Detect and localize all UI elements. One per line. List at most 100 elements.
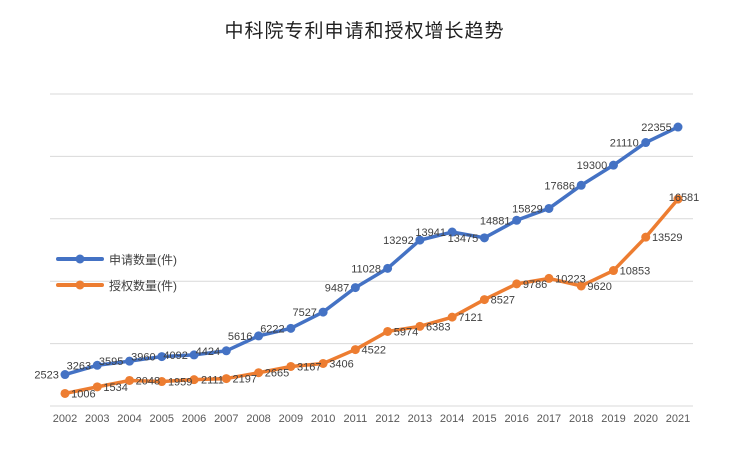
applications-point-2008 — [254, 331, 264, 341]
applications-point-2019 — [608, 160, 618, 170]
applications-point-2006 — [189, 350, 199, 360]
applications-label-2016: 14881 — [480, 215, 511, 227]
applications-point-2020 — [641, 138, 651, 148]
x-axis-label: 2014 — [440, 413, 464, 425]
applications-label-2013: 13292 — [383, 235, 414, 247]
grants-label-2013: 6383 — [426, 321, 450, 333]
x-axis-label: 2009 — [279, 413, 303, 425]
x-axis-label: 2010 — [311, 413, 335, 425]
applications-point-2018 — [576, 180, 586, 190]
applications-label-2002: 2523 — [34, 370, 58, 382]
applications-label-2009: 6222 — [260, 323, 284, 335]
x-axis-label: 2019 — [601, 413, 625, 425]
x-axis-label: 2021 — [666, 413, 690, 425]
legend-label-applications: 申请数量(件) — [109, 252, 177, 267]
x-axis-label: 2017 — [537, 413, 561, 425]
applications-label-2008: 5616 — [228, 331, 252, 343]
grants-point-2015 — [479, 295, 489, 305]
applications-label-2007: 4424 — [196, 346, 220, 358]
applications-point-2021 — [673, 122, 683, 132]
grants-point-2004 — [125, 375, 135, 385]
applications-label-2021: 22355 — [641, 122, 672, 134]
grants-point-2019 — [608, 266, 618, 276]
x-axis-label: 2004 — [117, 413, 141, 425]
applications-point-2010 — [318, 307, 328, 317]
applications-label-2020: 21110 — [610, 138, 639, 150]
grants-point-2007 — [221, 374, 231, 384]
grants-label-2005: 1959 — [168, 377, 192, 389]
applications-label-2017: 15829 — [512, 203, 543, 215]
grants-label-2012: 5974 — [394, 326, 418, 338]
legend-item-applications: 申请数量(件) — [56, 246, 177, 272]
grants-label-2003: 1534 — [103, 382, 127, 394]
grants-point-2002 — [60, 388, 70, 398]
grants-point-2021 — [673, 194, 683, 204]
x-axis-label: 2003 — [85, 413, 109, 425]
x-axis-label: 2018 — [569, 413, 593, 425]
x-axis-label: 2013 — [408, 413, 432, 425]
legend-label-grants: 授权数量(件) — [109, 278, 177, 293]
grants-label-2010: 3406 — [329, 358, 353, 370]
grants-point-2018 — [576, 281, 586, 291]
applications-label-2014: 13941 — [415, 227, 446, 239]
grants-label-2011: 4522 — [362, 345, 386, 357]
grants-label-2008: 2665 — [265, 368, 289, 380]
grants-point-2003 — [92, 382, 102, 392]
x-axis-label: 2006 — [182, 413, 206, 425]
grants-label-2015: 8527 — [491, 295, 515, 307]
grants-point-2012 — [383, 326, 393, 336]
applications-point-2007 — [221, 346, 231, 356]
applications-point-2005 — [157, 352, 167, 362]
grants-point-2008 — [254, 368, 264, 378]
applications-label-2019: 19300 — [577, 160, 608, 172]
grants-label-2020: 13529 — [652, 232, 683, 244]
applications-point-2004 — [125, 356, 135, 366]
applications-point-2011 — [350, 283, 360, 293]
grants-point-2005 — [157, 377, 167, 387]
grants-point-2016 — [512, 279, 522, 289]
applications-point-2015 — [479, 233, 489, 243]
grants-point-2020 — [641, 232, 651, 242]
grants-label-2017: 10223 — [555, 273, 586, 285]
x-axis-label: 2012 — [375, 413, 399, 425]
legend-item-grants: 授权数量(件) — [56, 272, 177, 298]
grants-point-2009 — [286, 361, 296, 371]
applications-point-2003 — [92, 360, 102, 370]
grants-point-2013 — [415, 321, 425, 331]
grants-label-2009: 3167 — [297, 361, 321, 373]
applications-point-2009 — [286, 323, 296, 333]
grants-label-2014: 7121 — [458, 312, 482, 324]
grants-point-2010 — [318, 358, 328, 368]
grants-label-2019: 10853 — [620, 266, 651, 278]
applications-label-2010: 7527 — [292, 307, 316, 319]
applications-line — [63, 125, 680, 377]
legend-line-grants-icon — [56, 280, 104, 290]
x-axis-label: 2015 — [472, 413, 496, 425]
applications-point-2016 — [512, 215, 522, 225]
applications-label-2011: 9487 — [325, 283, 349, 295]
grants-point-2014 — [447, 312, 457, 322]
applications-label-2012: 11028 — [351, 263, 381, 275]
x-axis-label: 2011 — [344, 413, 368, 425]
grants-label-2021: 16581 — [669, 192, 700, 204]
applications-point-2002 — [60, 370, 70, 380]
grants-point-2017 — [544, 273, 554, 283]
grants-label-2018: 9620 — [587, 281, 611, 293]
x-axis-label: 2020 — [633, 413, 657, 425]
grants-label-2007: 2197 — [232, 374, 256, 386]
applications-point-2014 — [447, 227, 457, 237]
applications-point-2017 — [544, 203, 554, 213]
grants-label-2016: 9786 — [523, 279, 547, 291]
applications-point-2012 — [383, 263, 393, 273]
x-axis-label: 2016 — [504, 413, 528, 425]
chart-title: 中科院专利申请和授权增长趋势 — [224, 21, 505, 42]
applications-label-2003: 3263 — [67, 360, 91, 372]
grants-label-2004: 2048 — [136, 375, 160, 387]
x-axis-label: 2005 — [150, 413, 174, 425]
grants-point-2006 — [189, 375, 199, 385]
applications-label-2005: 3960 — [131, 352, 155, 364]
applications-point-2013 — [415, 235, 425, 245]
grants-point-2011 — [350, 345, 360, 355]
